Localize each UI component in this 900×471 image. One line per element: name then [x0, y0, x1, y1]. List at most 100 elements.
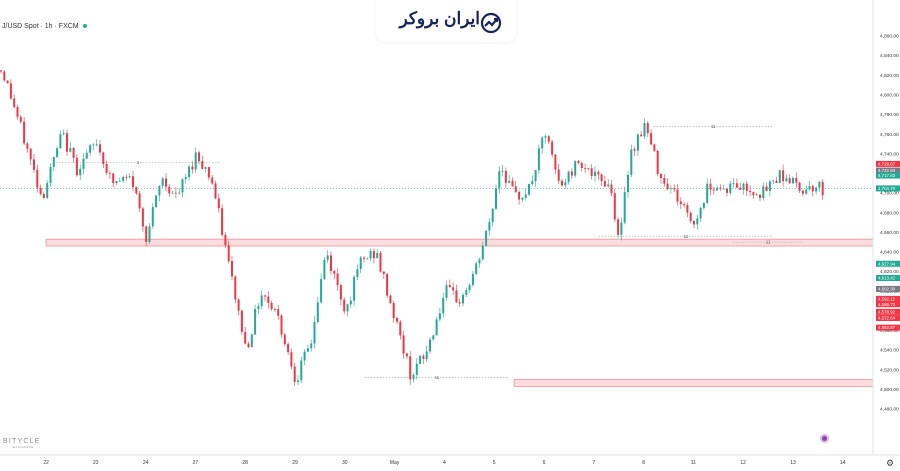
candle-body — [105, 163, 108, 173]
time-tick-label: 14 — [840, 460, 846, 466]
candle-body — [402, 335, 405, 354]
price-tag-label: 4,729.67 — [878, 162, 896, 167]
price-tick-label: 4,860.00 — [880, 34, 899, 40]
candle-body — [752, 192, 755, 196]
overlay-layer: 4,480.00 4,500.00 4,520.00 4,540.00 4,560.00… — [43, 34, 900, 466]
candle-body — [115, 180, 118, 184]
candle-body — [561, 180, 563, 186]
candle-body — [762, 186, 765, 199]
candle-body — [353, 277, 356, 301]
candle-body — [82, 158, 85, 169]
candle-body — [821, 181, 824, 196]
price-tick-label: 4,500.00 — [880, 387, 899, 393]
candle-body — [224, 234, 227, 246]
candle-body — [600, 174, 603, 182]
candle-body — [775, 180, 778, 183]
candle-body — [547, 136, 550, 142]
candle-body — [636, 134, 639, 151]
time-tick-label: 30 — [342, 460, 348, 466]
candle-body — [188, 166, 191, 178]
candle-body — [59, 134, 62, 149]
candle-body — [300, 360, 303, 381]
dotted-level-label: 11 — [711, 124, 716, 129]
candle-body — [66, 133, 68, 152]
candle-body — [471, 273, 474, 286]
candle-body — [363, 257, 365, 259]
candle-body — [633, 149, 636, 151]
time-tick-label: 8 — [642, 460, 645, 466]
time-tick-label: May — [390, 460, 400, 466]
candle-body — [613, 193, 616, 220]
price-tick-label: 4,480.00 — [880, 407, 899, 413]
time-tick-label: 7 — [592, 460, 595, 466]
candle-body — [531, 181, 534, 185]
candle-body — [722, 188, 725, 190]
candle-body — [465, 290, 468, 295]
candle-body — [297, 380, 299, 382]
price-tick-label: 4,820.00 — [880, 73, 899, 79]
candle-body — [732, 183, 735, 185]
candle-body — [455, 290, 458, 303]
dotted-level-label: 1 — [137, 160, 140, 165]
candle-body — [260, 295, 263, 307]
candle-body — [706, 183, 709, 203]
candle-body — [135, 187, 138, 194]
candle-body — [462, 294, 464, 304]
candle-body — [564, 182, 567, 186]
candle-body — [316, 302, 319, 322]
candle-body — [201, 161, 204, 169]
candle-body — [79, 168, 82, 176]
gear-icon[interactable]: ⚙ — [886, 458, 895, 468]
candle-body — [650, 133, 653, 145]
candle-body — [567, 171, 570, 183]
price-tag — [876, 167, 900, 174]
candle-body — [782, 170, 785, 182]
time-tick-label: 5 — [493, 460, 496, 466]
price-tag — [876, 301, 900, 308]
candle-body — [36, 169, 39, 188]
candle-body — [6, 80, 9, 84]
candle-body — [283, 334, 286, 345]
candle-body — [656, 150, 659, 175]
price-tag-label: 4,578.92 — [878, 309, 896, 314]
candle-body — [277, 309, 280, 316]
candle-body — [405, 353, 408, 357]
candle-body — [689, 212, 692, 222]
candle-body — [198, 152, 200, 162]
candle-body — [33, 159, 35, 170]
candle-body — [396, 318, 398, 322]
candle-body — [590, 168, 593, 177]
candle-body — [683, 204, 686, 206]
candle-body — [541, 137, 544, 149]
candle-body — [534, 170, 537, 182]
time-tick-label: 12 — [740, 460, 746, 466]
candle-body — [3, 71, 6, 81]
time-tick-label: 6 — [543, 460, 546, 466]
purple-dot-icon[interactable] — [820, 434, 829, 443]
market-status-dot — [82, 24, 87, 29]
candle-body — [435, 319, 438, 336]
price-tag-label: 4,704.70 — [878, 186, 896, 191]
candle-body — [511, 180, 514, 187]
broker-logo: ایران بروکر — [376, 0, 516, 42]
candle-body — [227, 245, 230, 262]
candle-body — [270, 302, 273, 310]
price-tag-label: 4,562.87 — [878, 325, 896, 330]
price-tick-label: 4,560.00 — [880, 328, 899, 334]
candle-body — [557, 169, 560, 181]
candle-body — [151, 207, 154, 227]
candle-body — [798, 182, 801, 191]
candle-body — [795, 177, 798, 183]
candle-body — [29, 148, 32, 160]
candle-body — [666, 183, 669, 190]
candle-body — [452, 287, 455, 291]
price-tag-label: 4,592.15 — [878, 296, 896, 301]
candle-body — [339, 285, 342, 300]
candle-body — [62, 133, 65, 135]
candle-body — [346, 304, 349, 312]
candle-body — [392, 303, 395, 319]
candle-body — [765, 186, 768, 192]
candle-body — [326, 255, 329, 260]
candle-body — [577, 160, 580, 164]
